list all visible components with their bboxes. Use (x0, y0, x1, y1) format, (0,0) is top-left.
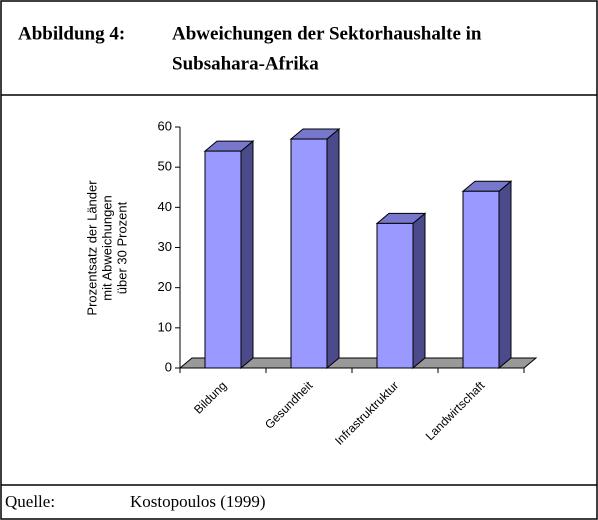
y-tick-label: 50 (158, 159, 172, 174)
y-tick-label: 10 (158, 319, 172, 334)
bar-front (290, 138, 328, 369)
y-tick-label: 30 (158, 239, 172, 254)
y-tick-label: 0 (165, 359, 172, 374)
source-label: Quelle: (5, 492, 55, 511)
bar-front (376, 222, 414, 369)
bar (203, 140, 255, 370)
y-axis-label: über 30 Prozent (114, 201, 129, 294)
y-axis-label: mit Abweichungen (99, 195, 114, 301)
source: Kostopoulos (1999) (130, 492, 266, 511)
bar (461, 180, 513, 370)
bar-side (240, 140, 254, 370)
bar-front (462, 190, 500, 369)
y-tick-label: 20 (158, 279, 172, 294)
bar-side (326, 127, 340, 370)
bar-side (412, 212, 426, 370)
chart-title: Abweichungen der Sektorhaushalte in (172, 23, 482, 44)
bar-side (498, 180, 512, 370)
bar (289, 127, 341, 370)
y-tick-label: 60 (158, 118, 172, 133)
bar (375, 212, 427, 370)
figure-label: Abbildung 4: (18, 23, 125, 44)
bar-front (204, 150, 242, 369)
chart-title: Subsahara-Afrika (172, 53, 319, 74)
y-tick-label: 40 (158, 199, 172, 214)
y-axis-label: Prozentsatz der Länder (84, 180, 99, 316)
